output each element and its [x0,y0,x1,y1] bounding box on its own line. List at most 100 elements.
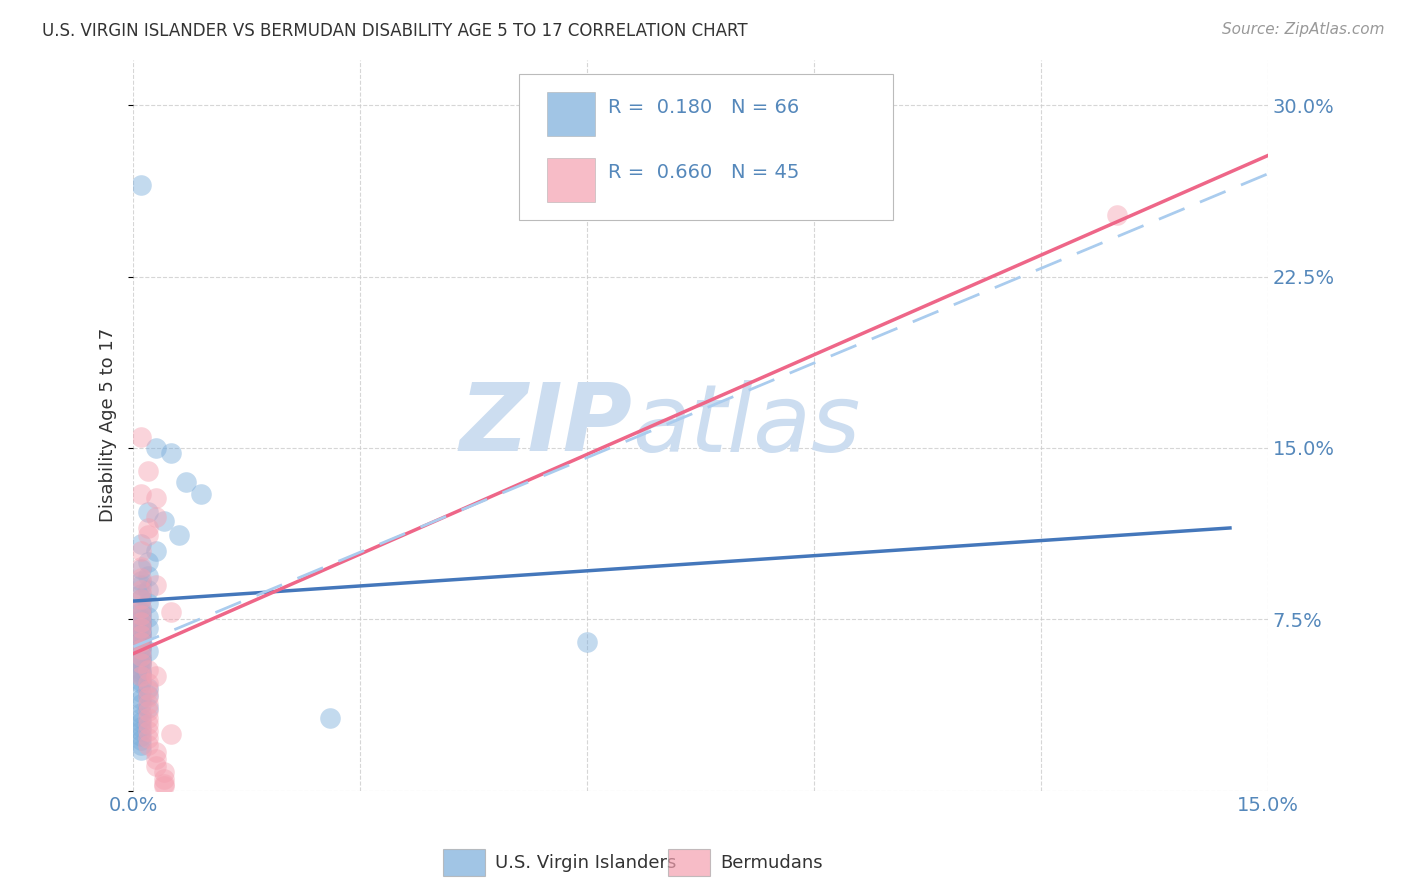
FancyBboxPatch shape [519,74,893,220]
Point [129,658,152,673]
Point [138,710,160,724]
Point [152,514,174,528]
Text: R =  0.180   N = 66: R = 0.180 N = 66 [607,97,799,117]
Point [576,635,599,649]
Text: atlas: atlas [633,380,860,471]
Point [129,742,152,756]
FancyBboxPatch shape [547,158,595,202]
Point [129,642,152,657]
Point [138,464,160,478]
Point [138,717,160,731]
Point [129,651,152,665]
Point [129,667,152,681]
Point [129,578,152,592]
Point [129,685,152,699]
Point [138,569,160,583]
Point [138,521,160,535]
Point [129,619,152,633]
Point [129,697,152,711]
Point [174,475,197,490]
Point [129,628,152,642]
Point [129,729,152,743]
Point [129,626,152,640]
Point [138,683,160,698]
Point [138,681,160,695]
Point [160,726,183,740]
Point [129,582,152,597]
Point [129,635,152,649]
Point [138,555,160,569]
Point [129,606,152,620]
Point [129,574,152,588]
Point [129,571,152,585]
Point [138,724,160,739]
Point [129,628,152,642]
Point [167,528,190,542]
Point [138,528,160,542]
Point [129,733,152,747]
Point [138,701,160,715]
Point [145,669,167,683]
Point [129,486,152,500]
Point [129,624,152,638]
Point [319,710,342,724]
Point [138,697,160,711]
Point [160,445,183,459]
Y-axis label: Disability Age 5 to 17: Disability Age 5 to 17 [100,328,117,523]
Point [129,656,152,670]
Point [129,665,152,679]
Point [129,724,152,739]
Point [129,635,152,649]
Point [145,745,167,759]
Point [145,758,167,772]
Point [138,690,160,704]
Point [138,596,160,610]
Point [129,632,152,647]
Point [138,704,160,718]
Point [129,178,152,193]
Point [129,653,152,667]
Point [129,642,152,657]
Point [129,648,152,663]
Point [129,429,152,443]
Point [129,676,152,690]
Point [129,673,152,688]
Point [152,765,174,780]
Point [129,537,152,551]
Point [129,562,152,576]
Point [160,606,183,620]
Point [129,656,152,670]
Point [138,644,160,658]
Point [129,615,152,629]
Text: U.S. Virgin Islanders: U.S. Virgin Islanders [495,854,676,871]
Point [138,688,160,702]
Point [129,591,152,606]
Point [129,738,152,752]
Point [129,647,152,661]
Point [190,486,212,500]
Point [129,663,152,677]
Point [138,610,160,624]
Point [145,441,167,455]
Point [145,509,167,524]
Point [129,710,152,724]
Point [138,505,160,519]
Point [129,615,152,629]
Point [129,591,152,606]
Point [138,731,160,746]
Point [129,640,152,654]
Point [129,612,152,626]
Text: Bermudans: Bermudans [720,854,823,871]
Text: Source: ZipAtlas.com: Source: ZipAtlas.com [1222,22,1385,37]
Point [129,601,152,615]
Point [129,631,152,645]
Point [129,638,152,652]
Point [129,601,152,615]
Point [145,578,167,592]
Text: ZIP: ZIP [460,379,633,471]
Point [138,663,160,677]
Point [129,720,152,734]
Point [138,622,160,636]
Point [152,777,174,791]
Point [145,543,167,558]
